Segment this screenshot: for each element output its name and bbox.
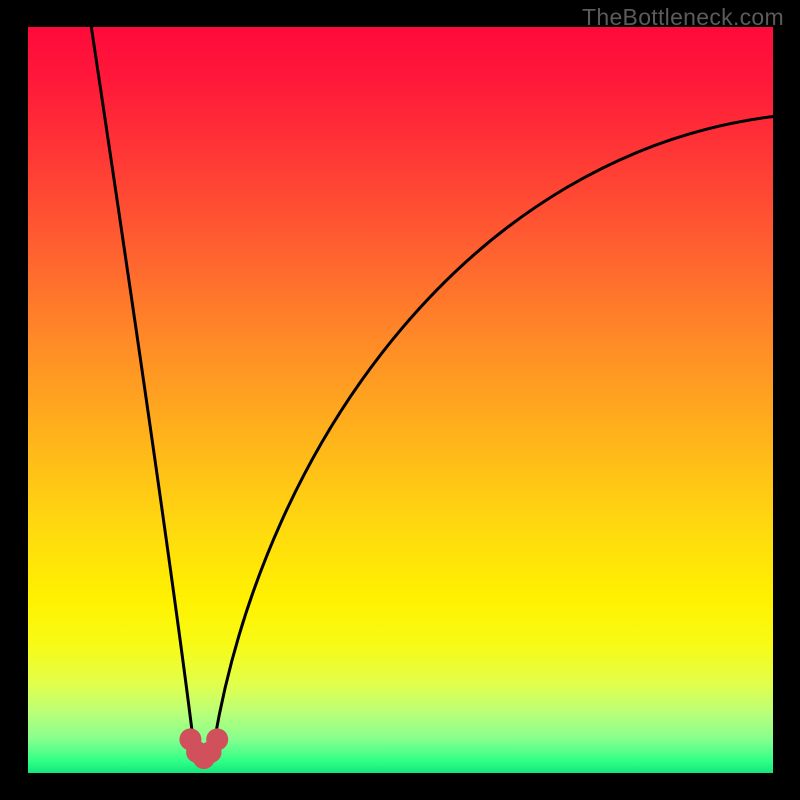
plot-gradient-area <box>28 27 773 773</box>
dip-marker-dot <box>206 728 228 750</box>
watermark-text: TheBottleneck.com <box>582 4 784 31</box>
chart-canvas <box>0 0 800 800</box>
